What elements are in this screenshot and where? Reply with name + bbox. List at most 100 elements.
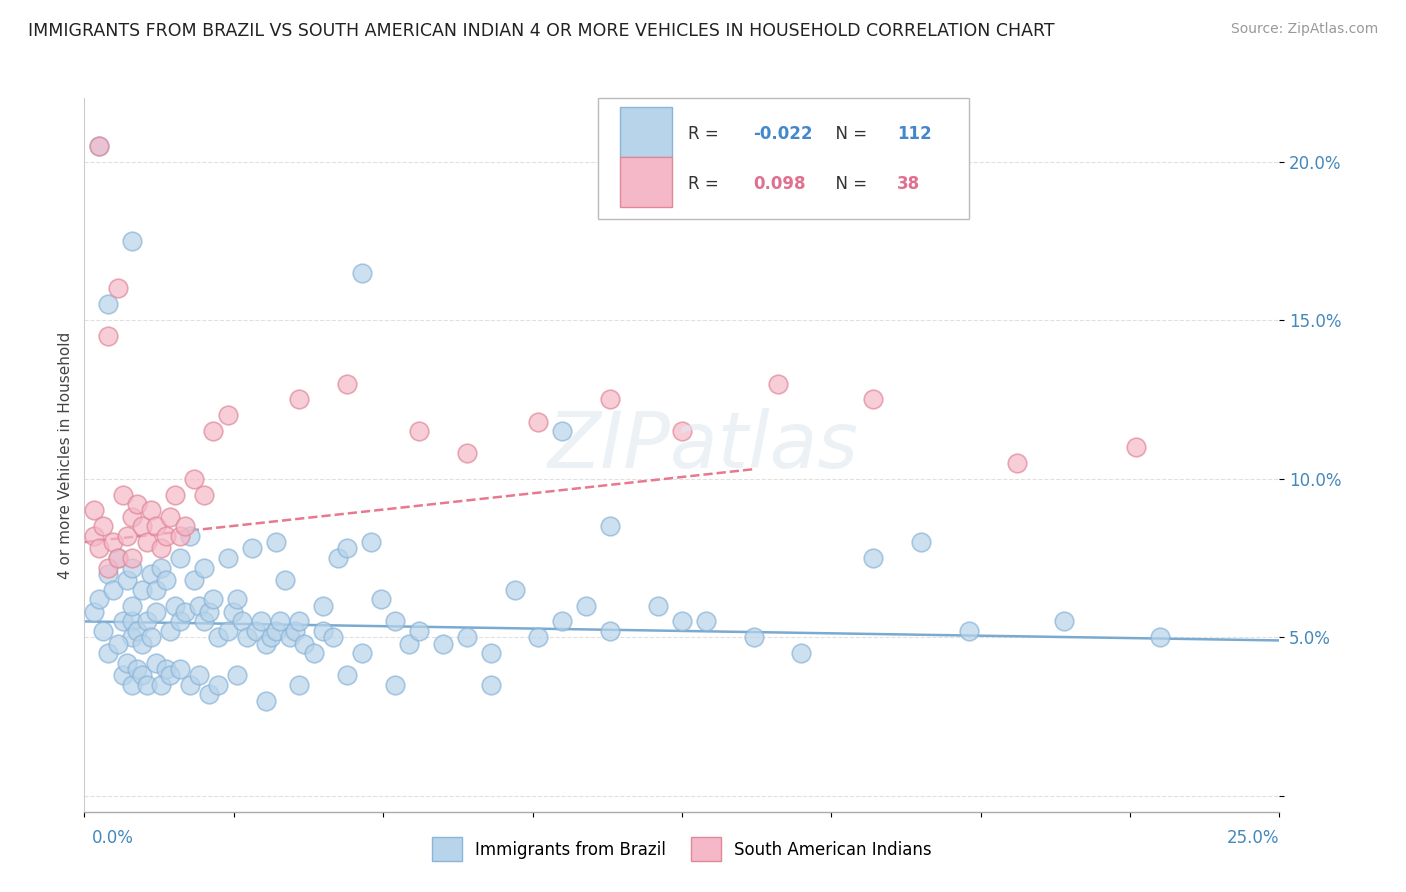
Point: [254, 637, 277, 651]
Point: [83, 605, 105, 619]
Point: [312, 599, 335, 613]
Point: [862, 392, 884, 407]
Point: [145, 605, 167, 619]
Point: [790, 646, 813, 660]
Point: [117, 656, 139, 670]
Point: [141, 630, 163, 644]
Point: [274, 573, 297, 587]
Text: 112: 112: [897, 125, 932, 143]
Point: [408, 424, 430, 438]
Point: [217, 624, 239, 638]
Point: [101, 582, 124, 597]
Text: N =: N =: [825, 175, 873, 193]
Text: N =: N =: [825, 125, 873, 143]
Point: [292, 637, 315, 651]
Point: [155, 573, 177, 587]
Point: [384, 678, 406, 692]
Point: [169, 529, 191, 543]
Point: [336, 541, 359, 556]
Point: [141, 566, 163, 581]
Point: [111, 615, 134, 629]
Point: [193, 560, 215, 574]
Point: [312, 624, 335, 638]
Point: [159, 624, 181, 638]
Point: [288, 678, 311, 692]
Point: [456, 630, 478, 644]
Point: [159, 668, 181, 682]
Point: [1149, 630, 1171, 644]
Point: [188, 668, 211, 682]
Point: [217, 409, 239, 423]
Point: [217, 551, 239, 566]
Point: [479, 646, 502, 660]
Point: [121, 551, 143, 566]
Text: -0.022: -0.022: [754, 125, 813, 143]
Point: [240, 541, 263, 556]
Point: [479, 678, 502, 692]
Point: [527, 415, 550, 429]
Point: [671, 615, 693, 629]
Point: [370, 592, 392, 607]
Point: [107, 637, 129, 651]
Point: [202, 424, 225, 438]
Point: [503, 582, 526, 597]
Point: [87, 138, 110, 153]
Point: [173, 605, 195, 619]
Text: 0.0%: 0.0%: [91, 829, 134, 847]
Point: [408, 624, 430, 638]
Point: [183, 472, 205, 486]
Point: [159, 509, 181, 524]
Point: [197, 605, 219, 619]
Point: [111, 668, 134, 682]
Point: [121, 678, 143, 692]
Point: [910, 535, 932, 549]
Text: Source: ZipAtlas.com: Source: ZipAtlas.com: [1230, 22, 1378, 37]
Point: [131, 519, 153, 533]
Point: [165, 599, 187, 613]
Point: [326, 551, 349, 566]
Text: 38: 38: [897, 175, 920, 193]
Point: [1005, 456, 1028, 470]
Point: [350, 266, 373, 280]
Point: [302, 646, 325, 660]
Point: [384, 615, 406, 629]
Text: R =: R =: [688, 125, 724, 143]
Point: [207, 678, 229, 692]
Point: [957, 624, 980, 638]
Point: [456, 446, 478, 460]
Point: [83, 529, 105, 543]
Point: [254, 694, 277, 708]
Text: R =: R =: [688, 175, 724, 193]
FancyBboxPatch shape: [620, 107, 672, 157]
Point: [245, 624, 267, 638]
Point: [107, 281, 129, 295]
Point: [121, 234, 143, 248]
Point: [117, 573, 139, 587]
Point: [322, 630, 344, 644]
Point: [551, 615, 574, 629]
Point: [107, 551, 129, 566]
Point: [284, 624, 307, 638]
Point: [766, 376, 789, 391]
Point: [165, 487, 187, 501]
Point: [125, 497, 148, 511]
Point: [226, 668, 249, 682]
Point: [179, 529, 201, 543]
Point: [135, 535, 157, 549]
Point: [97, 560, 120, 574]
Point: [145, 519, 167, 533]
Text: 0.098: 0.098: [754, 175, 806, 193]
Point: [527, 630, 550, 644]
Point: [93, 519, 115, 533]
Point: [117, 529, 139, 543]
Point: [202, 592, 225, 607]
Point: [264, 535, 287, 549]
Point: [193, 487, 215, 501]
Point: [260, 630, 283, 644]
Point: [231, 615, 253, 629]
Point: [862, 551, 884, 566]
Point: [111, 487, 134, 501]
Point: [141, 503, 163, 517]
Point: [135, 615, 157, 629]
Point: [599, 519, 621, 533]
